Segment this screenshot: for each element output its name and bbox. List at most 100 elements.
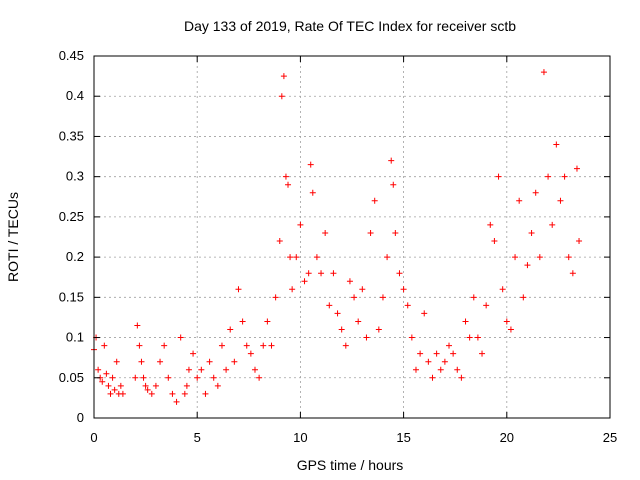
data-point	[479, 350, 486, 357]
y-tick-label: 0.2	[66, 249, 84, 264]
data-point	[516, 197, 523, 204]
data-point	[99, 378, 106, 385]
data-point	[169, 390, 176, 397]
data-point	[181, 390, 188, 397]
data-point	[218, 342, 225, 349]
data-point	[367, 229, 374, 236]
y-tick-label: 0.3	[66, 169, 84, 184]
data-point	[576, 238, 583, 245]
data-point	[371, 197, 378, 204]
data-point	[375, 326, 382, 333]
data-point	[282, 173, 289, 180]
data-point	[437, 366, 444, 373]
data-point	[173, 398, 180, 405]
data-point	[223, 366, 230, 373]
data-point	[231, 358, 238, 365]
data-point	[458, 374, 465, 381]
data-point	[487, 221, 494, 228]
data-point	[421, 310, 428, 317]
data-point	[512, 254, 519, 261]
data-point	[243, 342, 250, 349]
data-point	[359, 286, 366, 293]
y-tick-label: 0.05	[59, 370, 84, 385]
data-point	[285, 181, 292, 188]
y-tick-label: 0.15	[59, 289, 84, 304]
x-tick-label: 10	[293, 430, 307, 445]
data-point	[338, 326, 345, 333]
data-point	[305, 270, 312, 277]
data-point	[474, 334, 481, 341]
data-point	[363, 334, 370, 341]
data-point	[276, 238, 283, 245]
data-point	[400, 286, 407, 293]
data-point	[307, 161, 314, 168]
data-point	[309, 189, 316, 196]
axis-ticks: 0 0.05 0.1 0.15 0.2 0.25 0.3 0.35 0.4 0.45 0 5 10 15 2…	[59, 48, 618, 445]
y-tick-label: 0.4	[66, 88, 84, 103]
y-tick-label: 0	[77, 410, 84, 425]
data-point	[161, 342, 168, 349]
data-point	[101, 342, 108, 349]
data-point	[287, 254, 294, 261]
x-tick-label: 20	[500, 430, 514, 445]
x-axis-label: GPS time / hours	[297, 457, 404, 473]
x-tick-label: 5	[194, 430, 201, 445]
data-point	[466, 334, 473, 341]
data-point	[256, 374, 263, 381]
data-point	[507, 326, 514, 333]
plot-frame	[93, 55, 611, 419]
data-point	[152, 382, 159, 389]
data-point	[264, 318, 271, 325]
data-point	[132, 374, 139, 381]
data-point	[520, 294, 527, 301]
data-point	[450, 350, 457, 357]
data-point	[483, 302, 490, 309]
data-point	[214, 382, 221, 389]
y-tick-label: 0.1	[66, 330, 84, 345]
data-point	[326, 302, 333, 309]
data-point	[235, 286, 242, 293]
data-point	[528, 229, 535, 236]
data-point	[109, 374, 116, 381]
data-point	[202, 390, 209, 397]
data-point	[569, 270, 576, 277]
data-point	[346, 278, 353, 285]
data-point	[194, 374, 201, 381]
data-point	[227, 326, 234, 333]
data-point	[446, 342, 453, 349]
data-point	[384, 254, 391, 261]
data-point	[301, 278, 308, 285]
data-point	[553, 141, 560, 148]
x-tick-label: 0	[90, 430, 97, 445]
y-tick-label: 0.45	[59, 48, 84, 63]
data-point	[454, 366, 461, 373]
data-points	[91, 69, 583, 405]
data-point	[95, 366, 102, 373]
data-point	[536, 254, 543, 261]
data-point	[297, 221, 304, 228]
data-point	[565, 254, 572, 261]
data-point	[165, 374, 172, 381]
data-point	[495, 173, 502, 180]
data-point	[441, 358, 448, 365]
data-point	[412, 366, 419, 373]
data-point	[491, 238, 498, 245]
data-point	[260, 342, 267, 349]
y-axis-label: ROTI / TECUs	[5, 192, 21, 282]
data-point	[334, 310, 341, 317]
data-point	[251, 366, 258, 373]
data-point	[210, 374, 217, 381]
data-point	[545, 173, 552, 180]
data-point	[557, 197, 564, 204]
data-point	[351, 294, 358, 301]
data-point	[247, 350, 254, 357]
x-tick-label: 15	[396, 430, 410, 445]
data-point	[190, 350, 197, 357]
data-point	[183, 382, 190, 389]
data-point	[278, 93, 285, 100]
data-point	[322, 229, 329, 236]
data-point	[355, 318, 362, 325]
chart-title: Day 133 of 2019, Rate Of TEC Index for r…	[184, 18, 516, 34]
data-point	[379, 294, 386, 301]
data-point	[549, 221, 556, 228]
